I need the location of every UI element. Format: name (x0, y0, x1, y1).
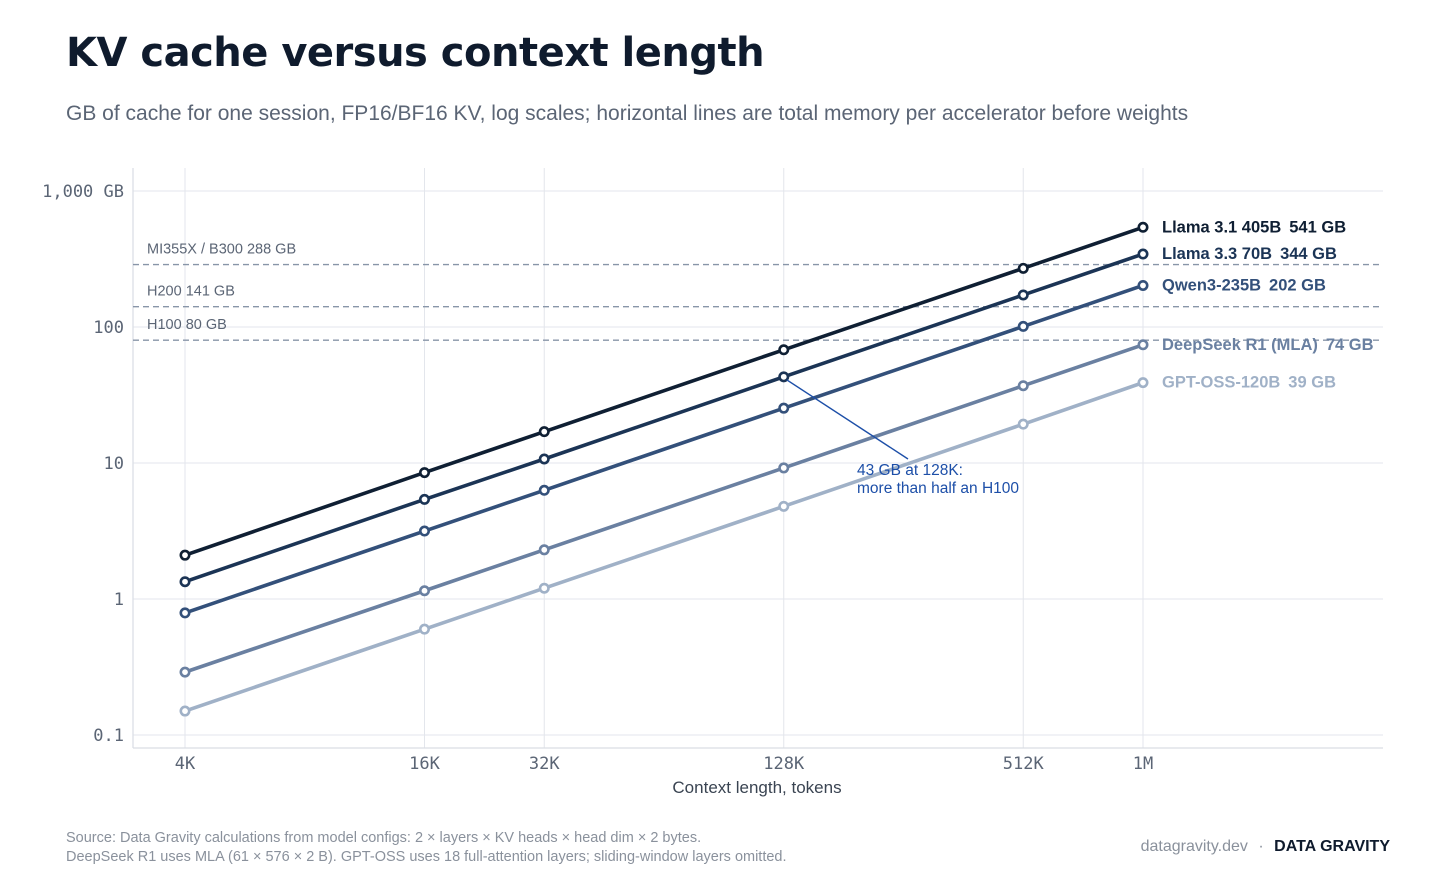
reference-lines-layer: MI355X / B300 288 GB H200 141 GB H100 80 G… (133, 242, 1383, 341)
series-line (184, 252, 1144, 584)
x-tick-label: 512K (1003, 754, 1045, 774)
data-point (418, 525, 430, 537)
data-point (1137, 221, 1149, 233)
footer-separator: · (1258, 838, 1264, 855)
chart-title: KV cache versus context length (66, 30, 765, 76)
y-tick-label: 1,000 GB (42, 182, 124, 202)
series-name: GPT-OSS-120B (1162, 374, 1280, 392)
series-end-value: 74 GB (1326, 336, 1374, 354)
annotation-text-line-1: 43 GB at 128K: (857, 462, 963, 479)
annotation-text-line-2: more than half an H100 (857, 480, 1019, 497)
x-tick-label: 4K (175, 754, 196, 774)
series-name: Llama 3.1 405B (1162, 218, 1281, 236)
data-point (1017, 262, 1029, 274)
series-end-label: Llama 3.3 70B 344 GB (1162, 245, 1337, 263)
data-point (418, 623, 430, 635)
data-point (179, 607, 191, 619)
y-tick-label: 10 (104, 454, 124, 474)
data-point (538, 453, 550, 465)
series-end-label: Qwen3-235B 202 GB (1162, 276, 1326, 294)
data-point (1017, 380, 1029, 392)
reference-line-label: H100 80 GB (147, 317, 227, 333)
data-point (1017, 320, 1029, 332)
series-layer: Llama 3.1 405B 541 GB Llama 3.3 70B 344 GB Q… (179, 218, 1374, 717)
series-line (184, 380, 1144, 713)
series-end-value: 202 GB (1269, 276, 1326, 294)
x-axis-title: Context length, tokens (672, 778, 841, 797)
data-point (778, 371, 790, 383)
data-point (538, 582, 550, 594)
data-point (538, 544, 550, 556)
y-tick-label: 0.1 (93, 726, 124, 746)
data-point (179, 576, 191, 588)
series-line (184, 283, 1144, 615)
data-point (778, 402, 790, 414)
x-tick-label: 16K (409, 754, 440, 774)
series-end-value: 39 GB (1288, 374, 1336, 392)
data-point (418, 467, 430, 479)
data-point (778, 462, 790, 474)
x-tick-label: 32K (529, 754, 560, 774)
data-point (538, 484, 550, 496)
chart-subtitle: GB of cache for one session, FP16/BF16 K… (66, 102, 1189, 125)
data-point (1137, 248, 1149, 260)
brand-logo-text: DATA GRAVITY (1274, 838, 1390, 855)
reference-line-label: H200 141 GB (147, 284, 235, 300)
data-point (1017, 418, 1029, 430)
data-point (538, 426, 550, 438)
data-point (1137, 377, 1149, 389)
series-end-label: DeepSeek R1 (MLA) 74 GB (1162, 336, 1374, 354)
reference-line-label: MI355X / B300 288 GB (147, 242, 296, 258)
series-name: DeepSeek R1 (MLA) (1162, 336, 1318, 354)
series-end-label: Llama 3.1 405B 541 GB (1162, 218, 1346, 236)
series-end-value: 541 GB (1289, 218, 1346, 236)
data-point (418, 585, 430, 597)
source-line-2: DeepSeek R1 uses MLA (61 × 576 × 2 B). G… (66, 849, 787, 865)
source-note: Source: Data Gravity calculations from m… (66, 829, 787, 867)
data-point (778, 500, 790, 512)
data-point (1137, 279, 1149, 291)
data-point (778, 344, 790, 356)
data-point (1137, 339, 1149, 351)
grid-layer (133, 168, 1383, 748)
axis-layer: 4K 16K 32K 128K 512K 1M 0.1 1 10 100 1,000 GB Conte… (42, 168, 1383, 797)
series-end-label: GPT-OSS-120B 39 GB (1162, 374, 1336, 392)
series-end-value: 344 GB (1280, 245, 1337, 263)
footer-credits: datagravity.dev · DATA GRAVITY (1141, 838, 1390, 856)
data-point (418, 493, 430, 505)
data-point (179, 705, 191, 717)
annotation-leader-line (786, 379, 909, 460)
data-point (1017, 289, 1029, 301)
series-name: Qwen3-235B (1162, 276, 1261, 294)
site-link[interactable]: datagravity.dev (1140, 838, 1248, 855)
y-tick-label: 1 (114, 590, 124, 610)
source-line-1: Source: Data Gravity calculations from m… (66, 830, 702, 846)
x-tick-label: 128K (763, 754, 805, 774)
annotation-layer: 43 GB at 128K:more than half an H100 (786, 379, 1019, 497)
series-name: Llama 3.3 70B (1162, 245, 1272, 263)
x-tick-label: 1M (1133, 754, 1153, 774)
y-tick-label: 100 (93, 318, 124, 338)
series-line (184, 343, 1144, 674)
data-point (179, 666, 191, 678)
series-line (184, 225, 1144, 557)
data-point (179, 549, 191, 561)
